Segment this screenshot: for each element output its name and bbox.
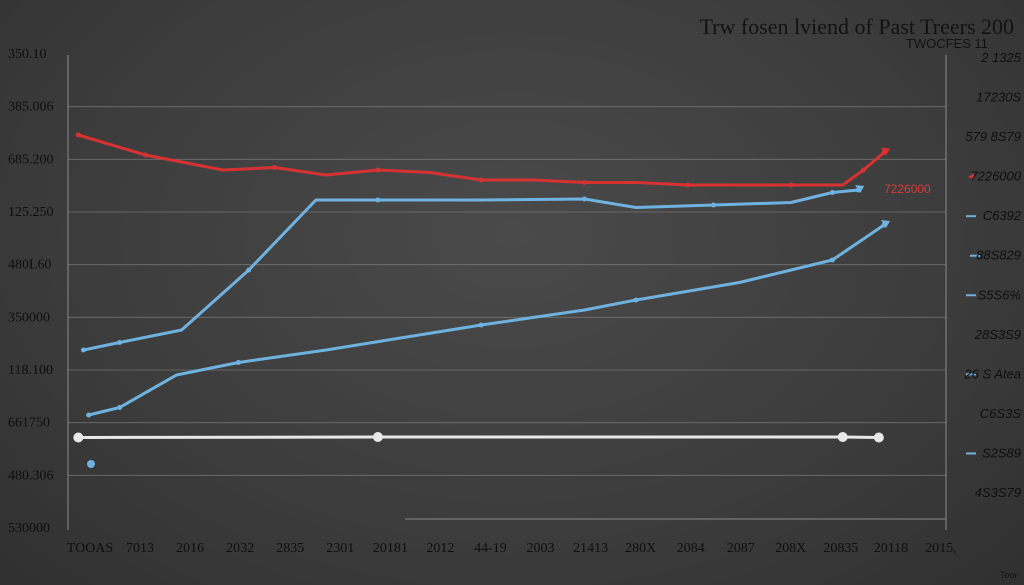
series-line-2 [82, 188, 860, 352]
x-tick-label: 21413 [573, 541, 608, 556]
x-tick-label: TOOAS [67, 541, 113, 556]
series-point [86, 412, 92, 418]
series-point [581, 180, 587, 185]
series-point [372, 432, 383, 442]
footer-text: Toor [1000, 570, 1018, 580]
series-point [829, 190, 835, 195]
right-tick-label: 4S3S79 [975, 485, 1021, 500]
chart-title: Trw fosen lviend of Past Treers 200 [699, 14, 1014, 39]
x-tick-label: 2032 [226, 541, 254, 556]
series-arrow [881, 147, 891, 156]
y-tick-label: 480L60 [8, 258, 52, 273]
y-tick-label: 385.006 [8, 100, 54, 115]
x-tick-label: 20835 [823, 541, 858, 556]
x-tick-label: 7013 [126, 541, 154, 556]
series-point [873, 432, 884, 443]
series-point [711, 202, 717, 208]
x-tick-label: 2087 [727, 541, 755, 556]
right-tick-label: C6S3S [980, 406, 1022, 421]
x-tick-label: 2084 [677, 541, 705, 556]
y-tick-label: 530000 [8, 521, 50, 536]
right-tick-label: 579 8S79 [965, 129, 1021, 144]
series-point [788, 182, 794, 188]
data-label: 7226000 [884, 182, 931, 196]
series-point [87, 460, 95, 468]
chart-subtitle: TWOCFES 11 [905, 36, 988, 51]
series-point [829, 257, 835, 263]
series-point [75, 132, 81, 138]
series-point [142, 152, 148, 158]
right-tick-label: 88S829 [976, 248, 1021, 263]
right-tick-label: 28S3S9 [974, 327, 1021, 342]
x-tick-label: 20118 [874, 541, 908, 556]
series-point [478, 177, 484, 183]
x-tick-label: 44-19 [474, 541, 507, 556]
y-tick-label: 350000 [8, 310, 50, 325]
x-tick-label: 2301 [326, 541, 354, 556]
right-tick-label: 2 1325 [980, 50, 1022, 65]
series-point [581, 196, 587, 202]
series-line-4 [76, 435, 881, 439]
series-point [375, 167, 381, 173]
series-point [272, 165, 278, 170]
series-point [246, 267, 252, 273]
x-tick-label: 280X [625, 541, 656, 556]
x-tick-label: 2003 [527, 541, 555, 556]
series-point [633, 297, 639, 303]
right-marker [968, 173, 974, 180]
x-tick-label: 20181 [373, 541, 408, 556]
right-tick-label: 26 S Atea [963, 366, 1021, 381]
y-tick-label: 480.306 [8, 468, 54, 483]
series-point [860, 167, 866, 173]
x-tick-label: 2016 [176, 541, 204, 556]
series-point [80, 347, 86, 353]
series-point [73, 432, 84, 443]
x-tick-label: 2015, [925, 541, 957, 556]
series-line-1 [76, 133, 886, 187]
y-tick-label: 118.100 [8, 363, 53, 378]
x-tick-label: 2835 [276, 541, 304, 556]
series-point [117, 340, 123, 345]
x-tick-label: 208X [775, 541, 806, 556]
y-tick-label: 661750 [8, 416, 50, 431]
right-tick-label: S2S89 [982, 445, 1021, 460]
series-arrow [881, 220, 891, 228]
y-tick-label: 350.10 [8, 47, 47, 62]
series-point [478, 322, 484, 328]
right-tick-label: S5S6% [978, 287, 1021, 302]
y-tick-label: 125.250 [8, 205, 54, 220]
series-arrow [855, 185, 865, 193]
x-tick-label: 2012 [426, 541, 454, 556]
series-point [685, 182, 691, 188]
right-tick-label: 17230S [976, 90, 1021, 105]
right-tick-label: C6392 [983, 208, 1022, 223]
series-point [235, 360, 241, 365]
series-point [837, 432, 848, 442]
series-line-3 [87, 223, 886, 417]
right-tick-label: 7226000 [970, 169, 1021, 184]
series-point [117, 405, 123, 410]
y-tick-label: 685.200 [8, 152, 54, 167]
series-point [375, 197, 381, 203]
